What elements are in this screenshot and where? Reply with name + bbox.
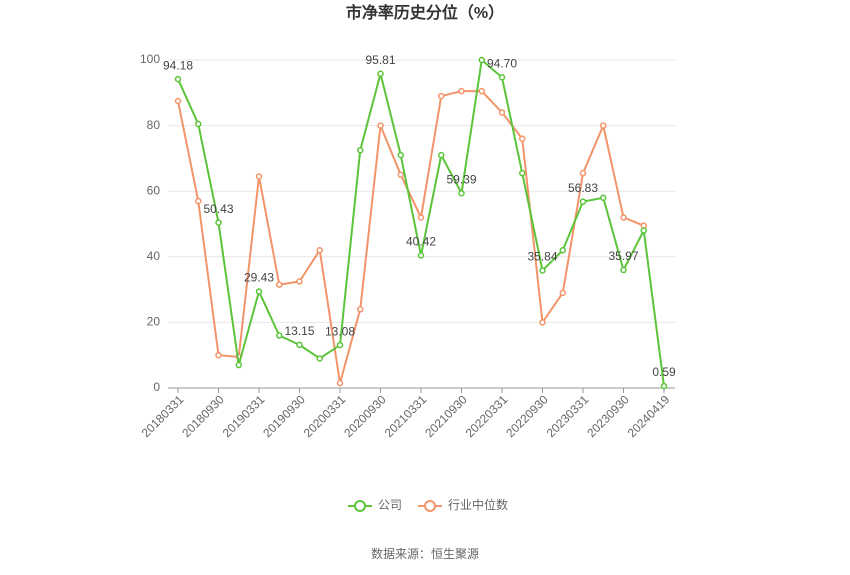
- point: [579, 169, 587, 177]
- y-tick-label: 60: [147, 183, 161, 197]
- point: [539, 319, 546, 326]
- value-label: 13.15: [284, 324, 314, 338]
- point: [215, 219, 222, 226]
- y-tick-label: 80: [147, 118, 161, 132]
- value-label: 59.39: [446, 172, 476, 186]
- point: [478, 56, 485, 64]
- point: [519, 169, 526, 177]
- point: [498, 109, 506, 116]
- point: [478, 87, 485, 95]
- value-label: 29.43: [244, 271, 274, 285]
- point: [357, 306, 364, 313]
- point: [174, 97, 182, 105]
- legend-label: 行业中位数: [448, 497, 508, 512]
- legend-marker: [354, 500, 366, 512]
- value-label: 94.70: [487, 57, 517, 71]
- point: [559, 246, 566, 254]
- value-label: 40.42: [406, 235, 436, 249]
- point: [660, 382, 668, 390]
- point: [296, 341, 303, 349]
- point: [215, 351, 222, 359]
- y-tick-label: 40: [147, 249, 161, 263]
- point: [438, 92, 445, 100]
- point: [498, 74, 506, 81]
- y-tick-label: 0: [153, 380, 160, 394]
- value-label: 35.84: [527, 250, 557, 264]
- value-label: 50.43: [203, 202, 233, 216]
- value-label: 94.18: [163, 58, 193, 72]
- legend-marker: [424, 500, 437, 512]
- point: [539, 267, 546, 274]
- x-tick-label: 20230930: [584, 392, 632, 440]
- point: [559, 289, 566, 297]
- point: [377, 122, 384, 129]
- value-label: 13.08: [325, 324, 355, 338]
- value-label: 56.83: [568, 181, 598, 195]
- value-label: 95.81: [365, 53, 395, 67]
- point: [296, 278, 303, 285]
- point: [235, 361, 242, 369]
- legend-item: 行业中位数: [418, 497, 508, 512]
- point: [458, 189, 465, 197]
- point: [276, 332, 283, 339]
- x-tick-label: 20240419: [625, 392, 673, 440]
- point: [458, 87, 465, 95]
- point: [195, 120, 202, 128]
- point: [397, 171, 404, 179]
- point: [600, 194, 607, 202]
- x-tick-label: 20180331: [139, 392, 187, 440]
- point: [438, 151, 445, 159]
- point: [174, 75, 182, 83]
- legend-label: 公司: [378, 498, 402, 512]
- point: [255, 173, 263, 180]
- x-tick-label: 20210331: [382, 392, 430, 440]
- x-tick-label: 20200331: [301, 392, 349, 440]
- point: [417, 252, 425, 259]
- point: [255, 288, 263, 295]
- series-line: [177, 90, 645, 384]
- point: [195, 197, 202, 205]
- point: [640, 227, 647, 234]
- point: [377, 70, 384, 77]
- point: [316, 355, 323, 362]
- point: [357, 146, 364, 154]
- point: [620, 214, 627, 221]
- point: [336, 341, 344, 349]
- value-label: 35.97: [608, 249, 638, 263]
- point: [397, 151, 404, 159]
- point: [620, 266, 627, 274]
- x-tick-label: 20180930: [179, 392, 227, 440]
- point: [600, 122, 607, 129]
- point: [579, 198, 587, 205]
- y-tick-label: 20: [147, 315, 161, 329]
- x-tick-label: 20190930: [260, 392, 308, 440]
- x-tick-label: 20220930: [503, 392, 551, 440]
- source: 数据来源：恒生聚源: [371, 546, 479, 561]
- x-tick-label: 20200930: [341, 392, 389, 440]
- x-tick-label: 20190331: [220, 392, 268, 440]
- x-tick-label: 20210930: [422, 392, 470, 440]
- x-tick-label: 20220331: [463, 392, 511, 440]
- point: [276, 281, 283, 288]
- x-tick-label: 20230331: [544, 392, 592, 440]
- point: [519, 135, 526, 142]
- y-tick-label: 100: [140, 52, 160, 66]
- series-line: [177, 58, 665, 387]
- point: [336, 379, 344, 387]
- chart-title: 市净率历史分位（%）: [346, 3, 504, 22]
- point: [417, 214, 425, 221]
- legend-item: 公司: [348, 498, 402, 512]
- value-label: 0.59: [652, 365, 676, 379]
- point: [316, 246, 323, 254]
